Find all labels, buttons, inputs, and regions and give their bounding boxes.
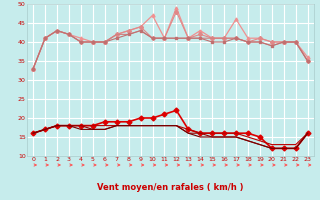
Text: Vent moyen/en rafales ( km/h ): Vent moyen/en rafales ( km/h ) [97, 184, 244, 192]
